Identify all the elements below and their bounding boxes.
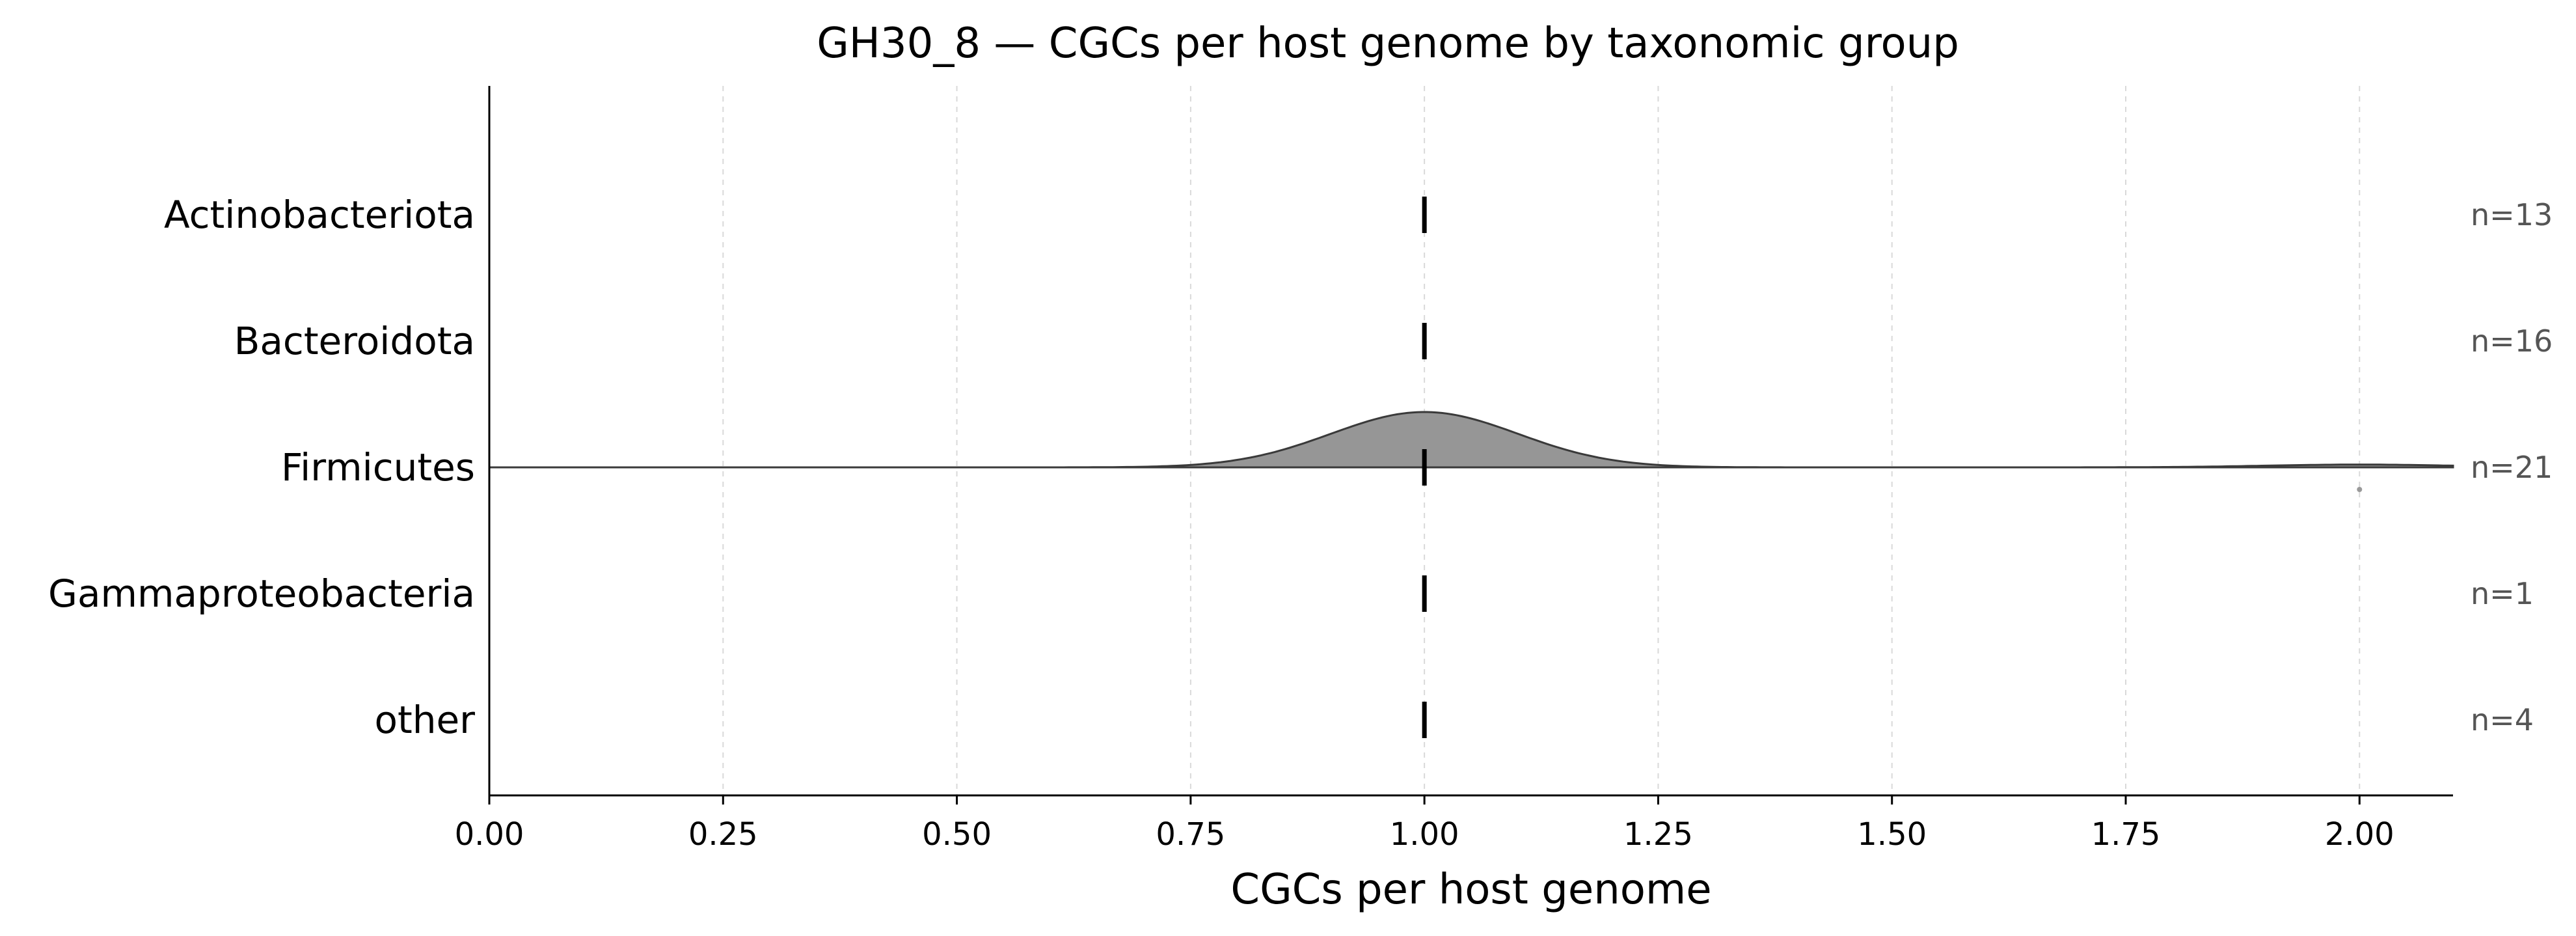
- x-tick-label: 0.25: [688, 816, 758, 853]
- x-tick-label: 0.00: [455, 816, 524, 853]
- outlier-points: [2357, 487, 2363, 492]
- x-tick-label: 0.75: [1156, 816, 1225, 853]
- x-axis-title: CGCs per host genome: [1230, 866, 1711, 914]
- count-label: n=13: [2471, 197, 2553, 232]
- x-tick-label: 1.50: [1857, 816, 1927, 853]
- outlier-point: [2357, 487, 2363, 492]
- count-label: n=1: [2471, 576, 2534, 611]
- x-ticks: 0.00 0.25 0.50 0.75 1.00 1.25 1.50 1.75 2.00: [455, 795, 2394, 853]
- count-labels: n=13 n=16 n=21 n=1 n=4: [2471, 197, 2553, 737]
- category-label: Firmicutes: [281, 445, 475, 489]
- count-label: n=16: [2471, 323, 2553, 359]
- x-tick-label: 1.75: [2091, 816, 2161, 853]
- category-label: Bacteroidota: [234, 319, 475, 363]
- count-label: n=21: [2471, 450, 2553, 485]
- category-label: Gammaproteobacteria: [48, 571, 475, 616]
- count-label: n=4: [2471, 702, 2534, 737]
- x-tick-label: 2.00: [2325, 816, 2394, 853]
- grid-lines: [722, 86, 2361, 795]
- x-tick-label: 1.25: [1623, 816, 1693, 853]
- category-labels: Actinobacteriota Bacteroidota Firmicutes Ga…: [48, 193, 475, 742]
- x-tick-label: 1.00: [1390, 816, 1459, 853]
- x-tick-label: 0.50: [922, 816, 992, 853]
- category-label: Actinobacteriota: [164, 193, 475, 237]
- ridges: [489, 411, 2454, 469]
- ridge-density: [489, 411, 2454, 469]
- chart-title: GH30_8 — CGCs per host genome by taxonom…: [817, 20, 1959, 68]
- category-label: other: [374, 698, 475, 742]
